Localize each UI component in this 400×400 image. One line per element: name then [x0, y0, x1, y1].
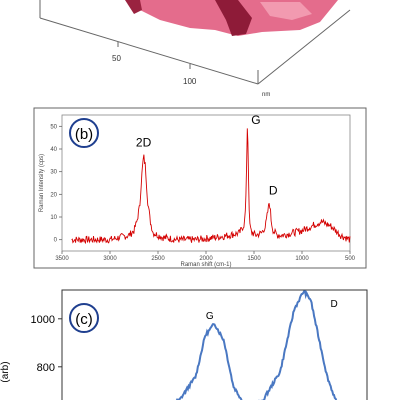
y-tick-label: 10	[50, 215, 57, 221]
panel-c-annotations: GD	[206, 299, 338, 322]
panel-c-axes: 800 1000	[31, 314, 62, 374]
plot-area-b	[61, 114, 351, 252]
panel-b-frame	[33, 107, 367, 269]
x-tick-label: 2500	[151, 256, 165, 262]
surface-highlight	[260, 2, 312, 20]
panel-label-circle	[69, 303, 99, 333]
y-tick-label: 40	[50, 147, 57, 153]
panel-b: 3500 3000 2500 2000 1500 1000 500 0 10 20 30 40 50 2…	[33, 107, 367, 269]
panel-a: 50 100 nm	[39, 0, 351, 98]
y-tick-label: 30	[50, 170, 57, 176]
peak-label: G	[206, 311, 214, 322]
axis-tick-label: 100	[183, 77, 197, 86]
peak-label: G	[251, 113, 260, 127]
x-tick-label: 3500	[55, 256, 69, 262]
panel-label-b: (b)	[75, 126, 93, 143]
panel-b-annotations: 2D G D	[136, 113, 278, 197]
x-tick-label: 2000	[199, 256, 213, 262]
x-tick-label: 1500	[247, 256, 261, 262]
y-axis-label: Raman Intensity (cps)	[39, 154, 45, 212]
peak-label: D	[331, 299, 338, 310]
x-tick-label: 500	[345, 256, 356, 262]
y-tick-label: 0	[54, 238, 58, 244]
y-axis-label: (arb)	[0, 361, 11, 382]
panel-b-axes: 3500 3000 2500 2000 1500 1000 500 0 10 20 30 40 50	[50, 124, 355, 262]
y-tick-label: 800	[37, 362, 55, 374]
spectrum-line-c	[173, 290, 338, 400]
axis-line	[39, 17, 259, 85]
panel-label-c: (c)	[75, 311, 93, 328]
surface-shadow	[125, 0, 142, 14]
x-tick-label: 1000	[295, 256, 309, 262]
axis-line	[257, 9, 351, 85]
y-tick-label: 20	[50, 192, 57, 198]
y-tick-label: 1000	[31, 314, 55, 326]
plot-area-c	[61, 289, 368, 400]
x-axis-label: Raman shift (cm-1)	[180, 262, 231, 268]
y-tick-label: 50	[50, 124, 57, 130]
axis-unit-label: nm	[262, 92, 270, 98]
peak-label: 2D	[136, 136, 152, 150]
peak-label: D	[269, 183, 278, 197]
axis-tick-label: 50	[112, 54, 121, 63]
surface-shadow	[215, 0, 252, 36]
raman-spectrum-line	[71, 128, 351, 245]
x-tick-label: 3000	[103, 256, 117, 262]
panel-label-circle	[69, 118, 99, 148]
